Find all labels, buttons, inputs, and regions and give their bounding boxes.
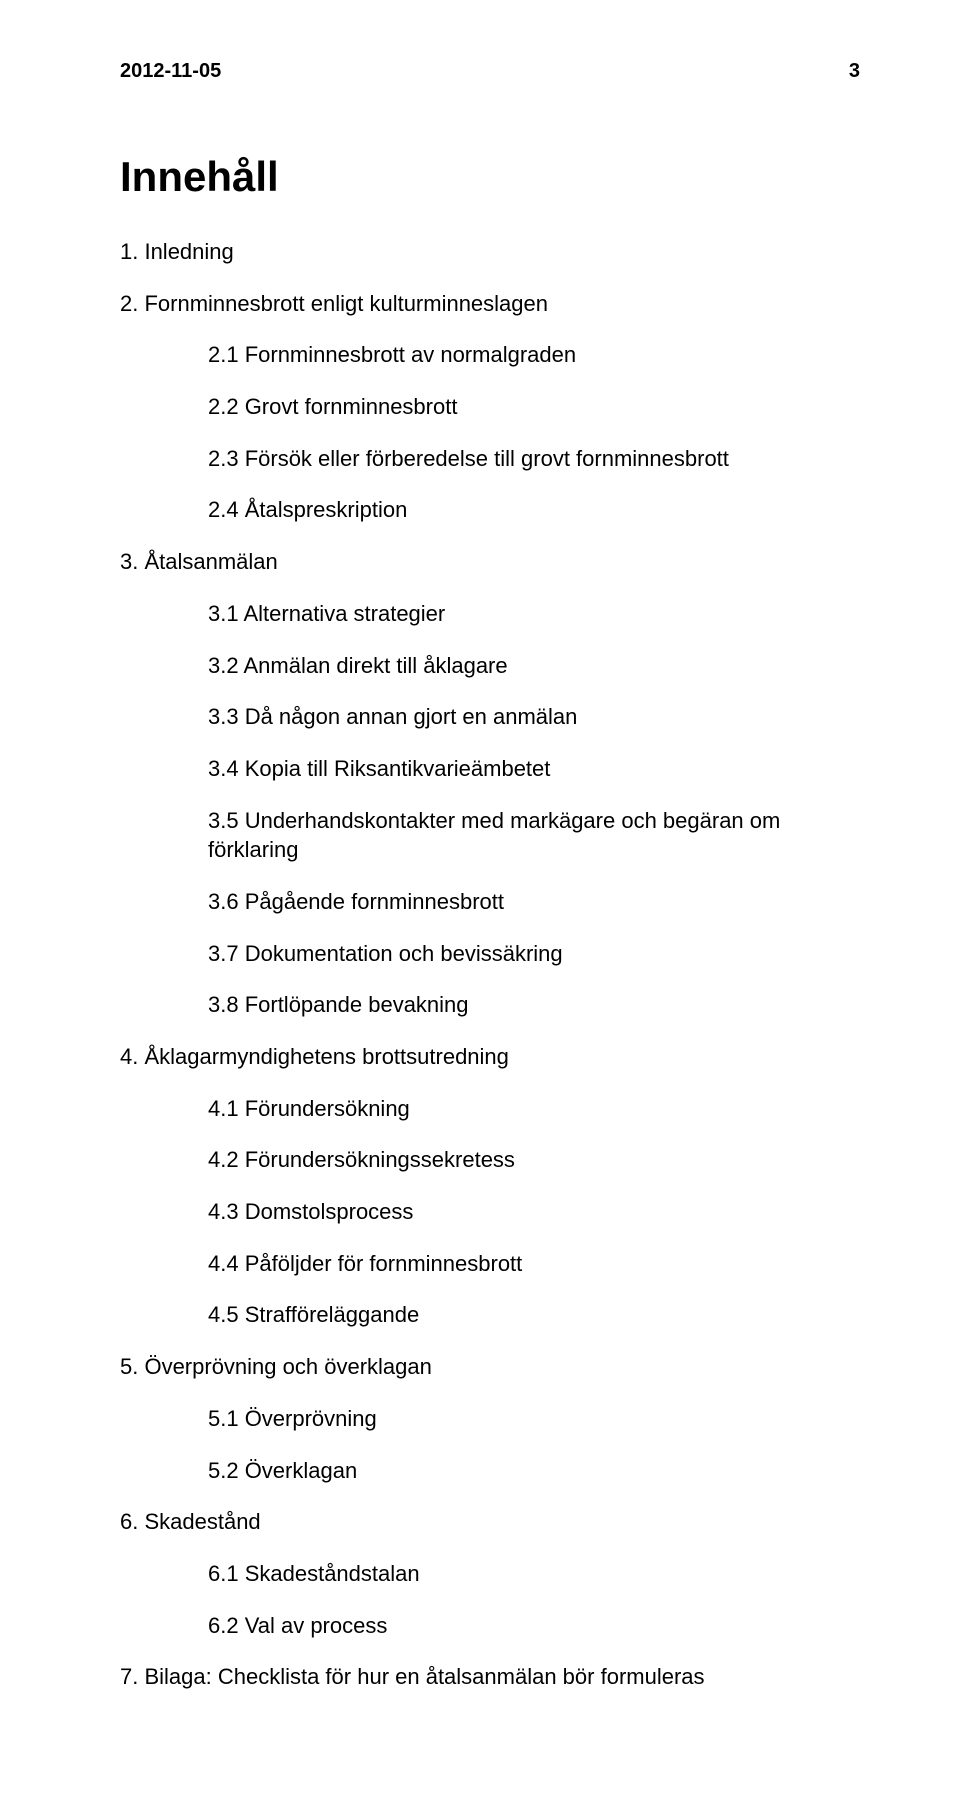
toc-item: 3.6 Pågående fornminnesbrott bbox=[208, 887, 860, 917]
document-page: 2012-11-05 3 Innehåll 1. Inledning 2. Fo… bbox=[0, 0, 960, 1800]
toc-section-4: 4. Åklagarmyndighetens brottsutredning bbox=[120, 1042, 860, 1072]
toc-item: 2.3 Försök eller förberedelse till grovt… bbox=[208, 444, 860, 474]
toc-item: 3.3 Då någon annan gjort en anmälan bbox=[208, 702, 860, 732]
page-header: 2012-11-05 3 bbox=[120, 60, 860, 83]
toc-item: 5.2 Överklagan bbox=[208, 1456, 860, 1486]
toc-section-1: 1. Inledning bbox=[120, 237, 860, 267]
toc-item: 3.8 Fortlöpande bevakning bbox=[208, 990, 860, 1020]
toc-section-5: 5. Överprövning och överklagan bbox=[120, 1352, 860, 1382]
toc-section-6-items: 6.1 Skadeståndstalan 6.2 Val av process bbox=[120, 1559, 860, 1640]
toc-item: 4.2 Förundersökningssekretess bbox=[208, 1145, 860, 1175]
toc-item: 4.1 Förundersökning bbox=[208, 1094, 860, 1124]
toc-section-7: 7. Bilaga: Checklista för hur en åtalsan… bbox=[120, 1662, 860, 1692]
toc-section-2: 2. Fornminnesbrott enligt kulturminnesla… bbox=[120, 289, 860, 319]
toc-item: 3.7 Dokumentation och bevissäkring bbox=[208, 939, 860, 969]
toc-item: 3.4 Kopia till Riksantikvarieämbetet bbox=[208, 754, 860, 784]
toc-section-6: 6. Skadestånd bbox=[120, 1507, 860, 1537]
toc-item: 3.1 Alternativa strategier bbox=[208, 599, 860, 629]
toc-section-5-items: 5.1 Överprövning 5.2 Överklagan bbox=[120, 1404, 860, 1485]
toc-section-4-items: 4.1 Förundersökning 4.2 Förundersöknings… bbox=[120, 1094, 860, 1330]
header-date: 2012-11-05 bbox=[120, 60, 221, 83]
toc-item: 5.1 Överprövning bbox=[208, 1404, 860, 1434]
toc-section-3: 3. Åtalsanmälan bbox=[120, 547, 860, 577]
toc-item: 2.4 Åtalspreskription bbox=[208, 495, 860, 525]
toc-item: 2.2 Grovt fornminnesbrott bbox=[208, 392, 860, 422]
toc-item: 6.1 Skadeståndstalan bbox=[208, 1559, 860, 1589]
toc-section-3-items: 3.1 Alternativa strategier 3.2 Anmälan d… bbox=[120, 599, 860, 1020]
header-page-number: 3 bbox=[849, 60, 860, 83]
toc-item: 6.2 Val av process bbox=[208, 1611, 860, 1641]
toc-item: 3.5 Underhandskontakter med markägare oc… bbox=[208, 806, 860, 865]
toc-item: 4.5 Strafföreläggande bbox=[208, 1300, 860, 1330]
toc-item: 2.1 Fornminnesbrott av normalgraden bbox=[208, 340, 860, 370]
toc-item: 4.3 Domstolsprocess bbox=[208, 1197, 860, 1227]
toc-title: Innehåll bbox=[120, 153, 860, 201]
toc-section-2-items: 2.1 Fornminnesbrott av normalgraden 2.2 … bbox=[120, 340, 860, 525]
toc-item: 3.2 Anmälan direkt till åklagare bbox=[208, 651, 860, 681]
toc-item: 4.4 Påföljder för fornminnesbrott bbox=[208, 1249, 860, 1279]
